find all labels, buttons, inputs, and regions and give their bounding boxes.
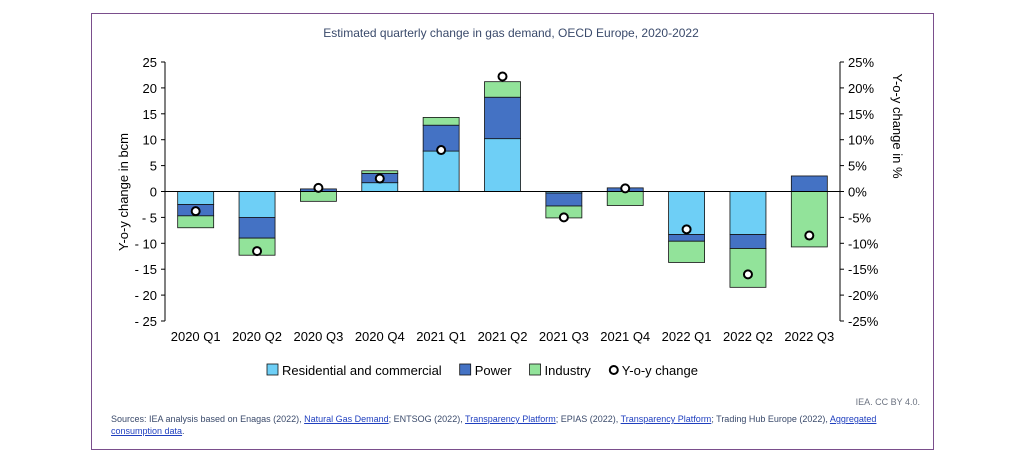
yoy-points [190,71,815,280]
category-label: 2020 Q3 [293,329,343,344]
right-tick-label: 10% [848,133,874,148]
bar-industry [177,215,215,229]
bar-power [668,234,705,242]
source-text: . [182,426,185,436]
bar-power [790,175,828,192]
left-tick-label: 0 [150,185,157,200]
category-label: 2021 Q4 [600,329,650,344]
axes [161,61,844,322]
bar-industry [790,191,828,248]
bar-industry [606,191,644,206]
right-tick-label: -10% [848,236,879,251]
left-tick-label: 15 [143,107,157,122]
bar-marks [177,81,828,288]
source-link[interactable]: Aggregated consumption data [111,414,877,436]
yoy-point [558,212,569,223]
yoy-point [313,182,324,193]
bar-power [545,192,583,207]
right-tick-label: 20% [848,81,874,96]
left-tick-label: - 20 [135,288,157,303]
bar-power [238,216,276,239]
source-link[interactable]: Natural Gas Demand [304,414,389,424]
left-tick-label: - 10 [135,236,157,251]
left-tick-label: - 15 [135,262,157,277]
legend-label-residential-and-commercial: Residential and commercial [282,363,442,378]
chart-title: Estimated quarterly change in gas demand… [323,26,699,40]
bar-industry [729,248,767,288]
bar-residential-and-commercial [361,182,399,192]
legend: Residential and commercial Power Industry Y… [266,363,698,378]
left-tick-label: 10 [143,133,157,148]
source-text: ; ENTSOG (2022), [388,414,466,424]
source-link[interactable]: Transparency Platform [465,414,556,424]
bar-industry [300,191,337,202]
right-axis-ticks: 25% 20% 15% 10% 5% 0% -5% -10% -15% -20% -25% [848,55,879,329]
bar-power [484,96,521,140]
left-tick-label: 5 [150,159,157,174]
right-tick-label: 15% [848,107,874,122]
category-label: 2022 Q2 [723,329,773,344]
left-axis-ticks: 25 20 15 10 5 0 - 5 - 10 - 15 - 20 - 25 [135,55,157,329]
left-tick-label: - 5 [142,210,157,225]
legend-swatch-industry [529,363,541,376]
left-tick-label: 20 [143,81,157,96]
yoy-point [374,173,385,184]
yoy-point [804,230,815,241]
category-label: 2020 Q1 [171,329,221,344]
yoy-point [436,145,447,156]
right-axis-label: Y-o-y change in % [890,73,905,178]
source-text: ; EPIAS (2022), [555,414,621,424]
source-text: Sources: IEA analysis based on Enagas (2… [111,414,305,424]
category-label: 2022 Q1 [662,329,712,344]
bar-industry [668,240,705,263]
bar-residential-and-commercial [729,191,767,235]
right-tick-label: 25% [848,55,874,70]
yoy-point [497,71,508,82]
yoy-point [742,269,753,280]
bar-industry [361,170,399,174]
legend-swatch-power [459,363,472,376]
legend-swatch-yoy-change [608,365,619,375]
bar-power [729,234,767,249]
category-labels: 2020 Q1 2020 Q2 2020 Q3 2020 Q4 2021 Q1 2021 … [171,329,835,344]
right-tick-label: -25% [848,314,879,329]
category-label: 2022 Q3 [784,329,834,344]
left-tick-label: - 25 [135,314,157,329]
credit-note: IEA. CC BY 4.0. [855,397,920,407]
source-text: ; Trading Hub Europe (2022), [711,414,830,424]
legend-label-yoy-change: Y-o-y change [622,363,698,378]
right-tick-label: -15% [848,262,879,277]
yoy-point [681,224,692,235]
category-label: 2021 Q1 [416,329,466,344]
bar-residential-and-commercial [177,191,215,205]
bar-industry [484,81,521,98]
category-label: 2021 Q3 [539,329,589,344]
bar-industry [422,117,460,126]
bar-residential-and-commercial [484,138,521,192]
source-link[interactable]: Transparency Platform [620,414,712,424]
legend-label-power: Power [475,363,513,378]
bar-residential-and-commercial [238,191,276,218]
category-label: 2021 Q2 [478,329,528,344]
bar-residential-and-commercial [422,150,460,192]
right-tick-label: -5% [848,210,872,225]
left-axis-label: Y-o-y change in bcm [116,133,131,251]
legend-swatch-residential-and-commercial [266,363,279,376]
yoy-point [252,246,263,257]
legend-label-industry: Industry [545,363,592,378]
yoy-point [190,206,201,217]
right-tick-label: -20% [848,288,879,303]
sources-note: Sources: IEA analysis based on Enagas (2… [111,413,921,437]
category-label: 2020 Q4 [355,329,405,344]
right-tick-label: 5% [848,159,867,174]
yoy-point [620,183,631,194]
category-label: 2020 Q2 [232,329,282,344]
right-tick-label: 0% [848,185,867,200]
left-tick-label: 25 [143,55,157,70]
